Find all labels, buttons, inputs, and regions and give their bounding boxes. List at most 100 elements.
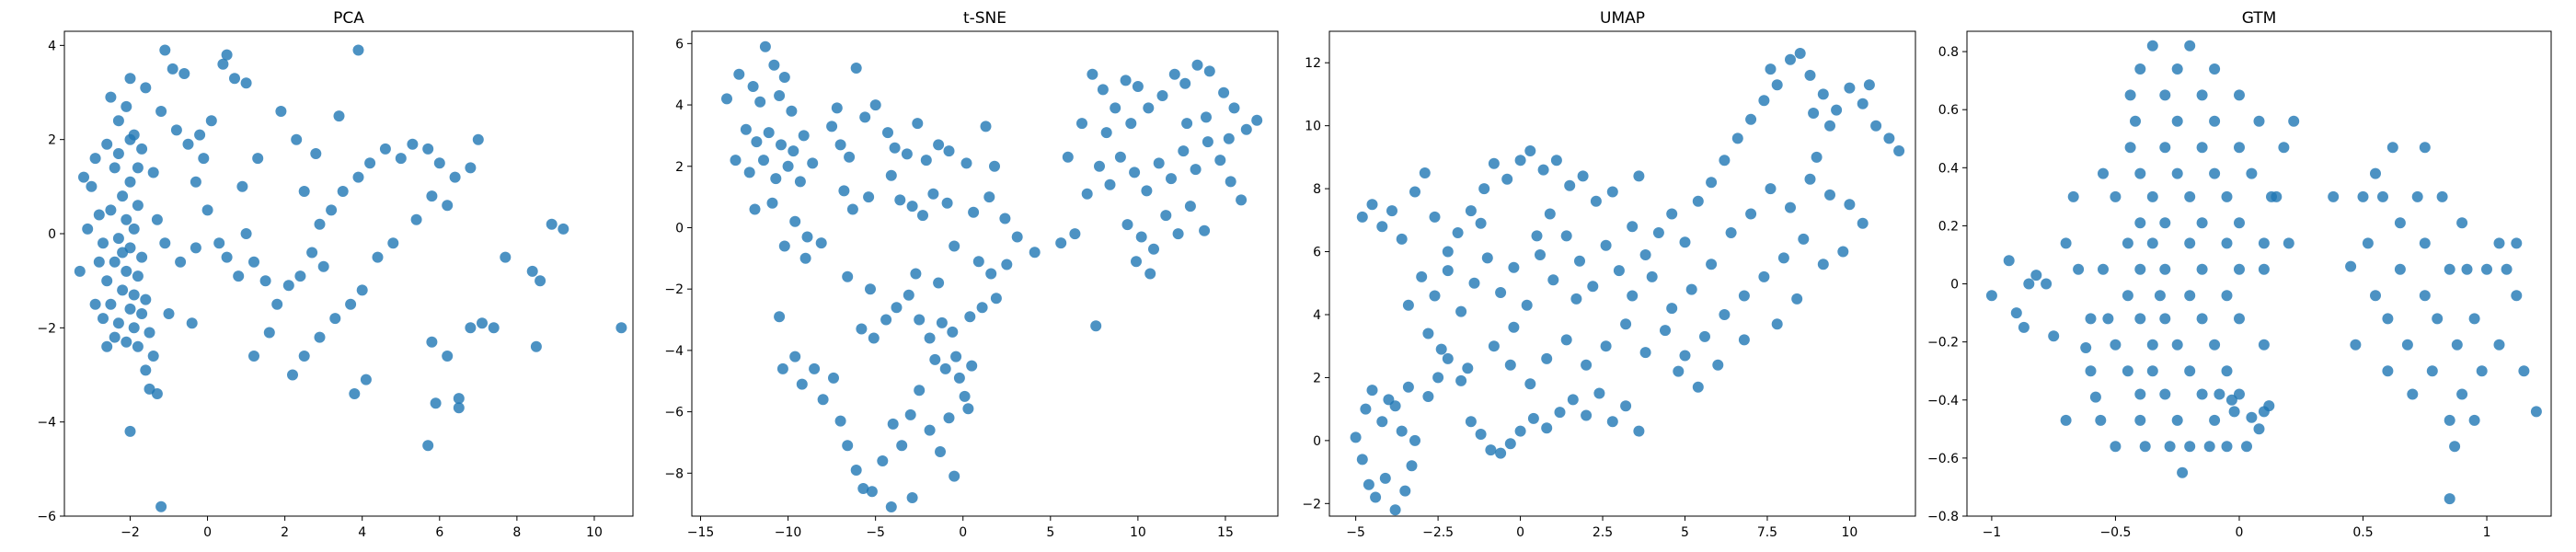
scatter-point — [834, 139, 846, 151]
scatter-point — [190, 176, 201, 188]
scatter-point — [112, 317, 124, 329]
scatter-point — [953, 372, 965, 384]
scatter-point — [98, 237, 109, 249]
scatter-point — [2134, 167, 2146, 179]
scatter-point — [2146, 40, 2158, 52]
scatter-point — [294, 270, 306, 282]
scatter-point — [2122, 237, 2133, 249]
scatter-point — [2089, 391, 2101, 403]
scatter-points — [1985, 40, 2542, 505]
scatter-point — [768, 59, 780, 71]
scatter-point — [1567, 394, 1579, 406]
y-tick-label: −2 — [1302, 497, 1321, 512]
scatter-point — [1129, 167, 1141, 178]
scatter-point — [333, 110, 345, 122]
scatter-point — [1514, 155, 1526, 167]
scatter-point — [1620, 318, 1632, 330]
scatter-point — [1223, 132, 1235, 144]
scatter-point — [776, 362, 788, 374]
scatter-point — [863, 191, 875, 203]
scatter-point — [1386, 205, 1397, 217]
scatter-point — [826, 121, 838, 132]
scatter-point — [980, 121, 992, 132]
scatter-point — [1488, 157, 1500, 169]
scatter-point — [155, 106, 167, 117]
scatter-point — [124, 73, 136, 85]
scatter-point — [132, 162, 144, 174]
scatter-point — [1455, 305, 1467, 317]
scatter-points — [721, 40, 1263, 512]
scatter-point — [1409, 186, 1420, 198]
scatter-point — [844, 151, 856, 163]
scatter-point — [759, 40, 771, 52]
y-tick-label: 4 — [675, 98, 684, 113]
x-tick-label: 10 — [586, 525, 603, 540]
scatter-point — [2134, 217, 2146, 229]
scatter-point — [960, 157, 972, 169]
scatter-point — [1376, 221, 1388, 233]
scatter-point — [999, 213, 1011, 224]
scatter-point — [1646, 270, 1658, 282]
scatter-point — [2209, 63, 2221, 75]
y-tick-label: 6 — [1313, 246, 1321, 260]
scatter-point — [2124, 89, 2136, 101]
scatter-point — [933, 139, 945, 151]
x-tick-label: −2 — [121, 525, 140, 540]
y-tick-label: 2 — [1313, 371, 1321, 385]
scatter-point — [2382, 365, 2394, 377]
scatter-point — [1168, 68, 1180, 80]
scatter-point — [2184, 441, 2196, 453]
scatter-point — [124, 303, 136, 315]
scatter-point — [317, 260, 329, 272]
x-tick-label: 6 — [435, 525, 443, 540]
scatter-point — [754, 96, 766, 108]
scatter-point — [1029, 247, 1041, 259]
chart-title: t-SNE — [963, 9, 1006, 28]
y-tick-label: 8 — [1313, 182, 1321, 197]
scatter-point — [1564, 179, 1576, 191]
scatter-point — [2253, 423, 2265, 435]
scatter-point — [1606, 186, 1618, 198]
scatter-point — [1508, 321, 1520, 333]
y-tick-label: −2 — [37, 321, 56, 336]
scatter-point — [763, 127, 775, 139]
y-tick-label: 0.4 — [1938, 161, 1959, 176]
scatter-point — [1870, 120, 1882, 132]
scatter-point — [2394, 263, 2406, 275]
scatter-point — [1366, 385, 1378, 397]
scatter-point — [1893, 145, 1905, 156]
scatter-point — [201, 204, 213, 216]
scatter-point — [248, 351, 259, 362]
x-tick-label: 8 — [512, 525, 521, 540]
scatter-point — [132, 340, 144, 352]
scatter-point — [2382, 313, 2394, 325]
scatter-point — [933, 277, 945, 289]
scatter-point — [1731, 132, 1743, 144]
scatter-point — [194, 129, 206, 141]
scatter-point — [924, 332, 936, 344]
scatter-point — [2171, 63, 2183, 75]
scatter-point — [1817, 88, 1829, 100]
scatter-point — [2258, 263, 2270, 275]
scatter-point — [1120, 75, 1132, 86]
scatter-point — [170, 124, 182, 136]
scatter-point — [271, 298, 283, 310]
scatter-point — [1745, 208, 1757, 220]
scatter-point — [1422, 328, 1434, 339]
scatter-point — [263, 327, 275, 339]
scatter-point — [2196, 142, 2208, 154]
scatter-point — [1495, 447, 1507, 459]
scatter-point — [546, 218, 558, 230]
scatter-points — [74, 44, 627, 512]
scatter-point — [132, 270, 144, 282]
scatter-point — [240, 228, 252, 239]
scatter-point — [2171, 414, 2183, 426]
scatter-point — [985, 268, 997, 280]
scatter-point — [2177, 466, 2189, 478]
scatter-point — [749, 203, 761, 215]
scatter-point — [2134, 263, 2146, 275]
scatter-point — [1883, 132, 1895, 144]
scatter-point — [976, 302, 988, 314]
scatter-point — [1132, 81, 1144, 92]
scatter-point — [2501, 263, 2513, 275]
